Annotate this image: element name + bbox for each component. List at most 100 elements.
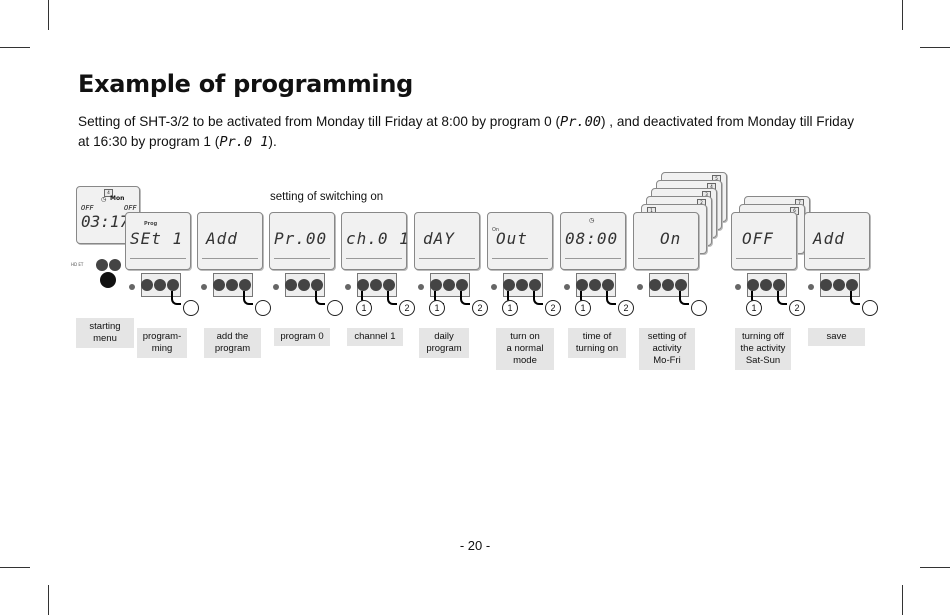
page-title: Example of programming — [78, 70, 414, 98]
set-button[interactable] — [285, 279, 297, 291]
step-label: add the program — [204, 328, 261, 358]
ok-button[interactable] — [529, 279, 541, 291]
indicator-light — [564, 284, 570, 290]
plus-button[interactable] — [833, 279, 845, 291]
press-arrow-icon — [171, 291, 181, 305]
display-text: Pr.00 — [274, 229, 328, 248]
right-state: OFF — [124, 204, 137, 212]
time-scale — [492, 258, 548, 265]
label-starting-menu: starting menu — [76, 318, 134, 348]
time-scale — [565, 258, 621, 265]
step-number-1-icon: 1 — [429, 300, 445, 316]
step-number-2-icon: 2 — [618, 300, 634, 316]
ok-button[interactable] — [602, 279, 614, 291]
display-tag: On — [492, 227, 500, 233]
start-button[interactable] — [109, 259, 121, 271]
ok-button[interactable] — [675, 279, 687, 291]
ok-button[interactable] — [846, 279, 858, 291]
time-scale — [638, 258, 694, 265]
ok-button[interactable] — [773, 279, 785, 291]
page-number: - 20 - — [459, 538, 491, 553]
time-scale — [274, 258, 330, 265]
ok-button[interactable] — [311, 279, 323, 291]
ok-button[interactable] — [456, 279, 468, 291]
set-button[interactable] — [649, 279, 661, 291]
display-text: OFF — [742, 229, 774, 248]
display-text: 08:00 — [565, 229, 619, 248]
crop-mark — [0, 47, 30, 48]
plus-button[interactable] — [370, 279, 382, 291]
side-label: HD ET — [71, 262, 84, 267]
set-button[interactable] — [357, 279, 369, 291]
crop-mark — [920, 47, 950, 48]
step-number-1-icon: 1 — [746, 300, 762, 316]
start-button-pressed[interactable] — [100, 272, 116, 288]
plus-button[interactable] — [516, 279, 528, 291]
time-scale — [419, 258, 475, 265]
press-arrow-icon — [850, 291, 860, 305]
crop-mark — [920, 567, 950, 568]
press-arrow-icon — [679, 291, 689, 305]
step-lcd-display: Out On — [487, 212, 553, 270]
plus-button[interactable] — [589, 279, 601, 291]
press-arrow-icon — [460, 291, 470, 305]
step-lcd-display: SEt 1 Prog — [125, 212, 191, 270]
step-label: time of turning on — [568, 328, 626, 358]
plus-button[interactable] — [226, 279, 238, 291]
plus-button[interactable] — [154, 279, 166, 291]
set-button[interactable] — [503, 279, 515, 291]
step-lcd-display: OFF — [731, 212, 797, 270]
crop-mark — [48, 585, 49, 615]
display-text: SEt 1 — [130, 229, 184, 248]
display-text: Out — [496, 229, 528, 248]
step-label: program- ming — [137, 328, 187, 358]
program-code-0: Pr.00 — [560, 114, 601, 130]
step-label: daily program — [419, 328, 469, 358]
press-arrow-icon — [777, 291, 787, 305]
step-label: setting of activity Mo-Fri — [639, 328, 695, 370]
crop-mark — [902, 0, 903, 30]
step-label: turn on a normal mode — [496, 328, 554, 370]
step-number-1-icon: 1 — [356, 300, 372, 316]
step-number-2-icon: 2 — [545, 300, 561, 316]
set-button[interactable] — [141, 279, 153, 291]
display-text: On — [660, 229, 682, 248]
display-text: ch.0 1 — [346, 229, 410, 248]
time-scale — [202, 258, 258, 265]
set-button[interactable] — [213, 279, 225, 291]
display-text: dAY — [423, 229, 455, 248]
set-button[interactable] — [576, 279, 588, 291]
plus-button[interactable] — [760, 279, 772, 291]
plus-button[interactable] — [443, 279, 455, 291]
press-arrow-icon — [533, 291, 543, 305]
ok-button[interactable] — [167, 279, 179, 291]
confirm-circle-icon — [327, 300, 343, 316]
indicator-light — [491, 284, 497, 290]
day-text: Mon — [110, 195, 125, 202]
step-lcd-display: 08:00 ◷ — [560, 212, 626, 270]
clock-icon: ◷ — [589, 217, 595, 224]
step-number-2-icon: 2 — [789, 300, 805, 316]
step-lcd-display: ch.0 1 — [341, 212, 410, 270]
press-arrow-icon — [387, 291, 397, 305]
plus-button[interactable] — [298, 279, 310, 291]
ok-button[interactable] — [239, 279, 251, 291]
step-number-2-icon: 2 — [472, 300, 488, 316]
time-scale — [130, 258, 186, 265]
set-button[interactable] — [430, 279, 442, 291]
intro-text: ) , and deactivated from Monday till Fri… — [78, 114, 855, 149]
time-scale — [346, 258, 402, 265]
display-text: Add — [206, 229, 238, 248]
step-label: program 0 — [274, 328, 330, 346]
indicator-light — [637, 284, 643, 290]
crop-mark — [902, 585, 903, 615]
step-lcd-display: Add — [804, 212, 870, 270]
plus-button[interactable] — [662, 279, 674, 291]
ok-button[interactable] — [383, 279, 395, 291]
intro-text: Setting of SHT-3/2 to be activated from … — [78, 114, 561, 129]
start-button[interactable] — [96, 259, 108, 271]
set-button[interactable] — [820, 279, 832, 291]
step-label: turning off the activity Sat-Sun — [735, 328, 791, 370]
set-button[interactable] — [747, 279, 759, 291]
switching-on-heading: setting of switching on — [270, 191, 384, 203]
